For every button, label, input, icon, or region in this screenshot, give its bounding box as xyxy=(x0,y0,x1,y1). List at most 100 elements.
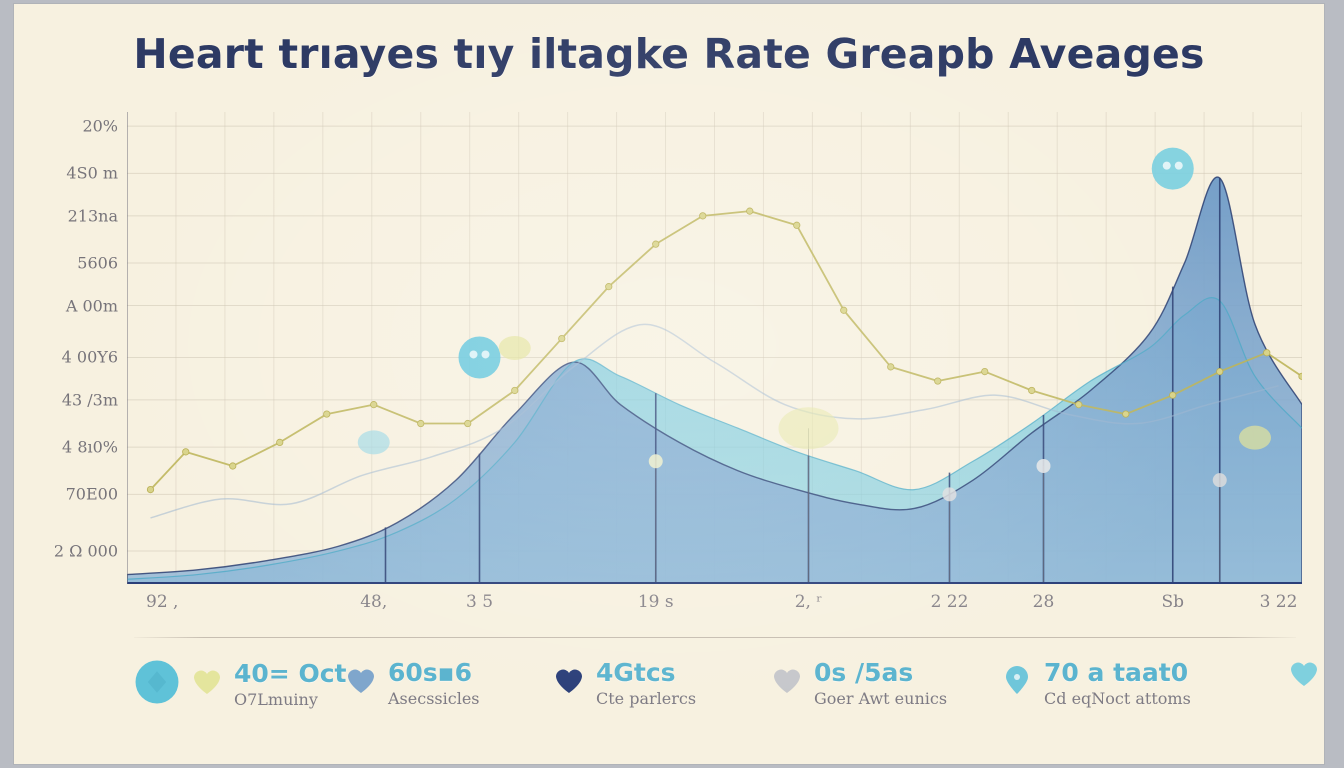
line-marker xyxy=(1216,367,1224,376)
marker-balloon-large xyxy=(1151,147,1194,190)
marker-balloon-highlight xyxy=(1162,161,1171,170)
line-marker xyxy=(1263,349,1271,357)
legend-item[interactable] xyxy=(1289,659,1319,694)
legend-divider xyxy=(134,637,1296,638)
chart-card: Heart trıayes tıy iltagke Rate Greapb Av… xyxy=(14,4,1324,764)
line-marker xyxy=(652,240,660,248)
legend-label: Asecssicles xyxy=(388,689,480,708)
line-marker xyxy=(276,438,284,446)
y-axis-tick-label: 43 /3m xyxy=(61,390,118,410)
marker-balloon-highlight xyxy=(469,350,478,359)
legend-text: 40= Oct O7Lmuiny xyxy=(234,660,346,709)
line-marker xyxy=(323,410,331,418)
y-axis-tick-label: 2 Ω 000 xyxy=(53,541,118,561)
line-series-goer-awt-eunics xyxy=(150,323,1279,519)
y-axis-tick-label: 5606 xyxy=(77,253,118,273)
heart-icon xyxy=(1291,662,1317,686)
legend-value: 40= Oct xyxy=(234,659,347,689)
legend-text: 4Gtcs Cte parlercs xyxy=(596,659,696,708)
legend-item[interactable]: 0s /5as Goer Awt eunics xyxy=(772,659,947,708)
line-markers xyxy=(146,207,1302,494)
map-pin-icon xyxy=(1006,665,1028,694)
marker-balloon-highlight xyxy=(1174,161,1183,170)
drop-lines xyxy=(384,178,1221,584)
line-marker xyxy=(793,221,801,229)
area-outline-o7lmuiny xyxy=(127,296,1302,580)
plot-area xyxy=(127,112,1302,584)
x-axis-tick-label: 2 22 xyxy=(930,592,969,612)
y-axis-tick-label: 213na xyxy=(67,206,118,226)
marker-dot xyxy=(942,487,957,502)
x-axis-tick-label: 3 22 xyxy=(1259,592,1298,612)
y-axis-tick-label: 70E00 xyxy=(65,484,118,504)
legend-label: Goer Awt eunics xyxy=(814,689,948,708)
line-marker xyxy=(370,401,378,409)
line-marker xyxy=(1122,410,1130,418)
line-marker xyxy=(934,377,942,385)
line-marker xyxy=(699,212,707,220)
line-marker xyxy=(1298,372,1302,380)
line-marker xyxy=(746,207,754,215)
balloon-markers xyxy=(357,147,1271,584)
map-pin-icon xyxy=(1002,665,1032,701)
y-axis-tick-label: A 00m xyxy=(65,296,118,316)
heart-icon xyxy=(194,670,220,694)
x-axis-tick-label: 3 5 xyxy=(465,592,494,612)
legend-value: 70 a taat0 xyxy=(1044,658,1189,687)
heart-icon xyxy=(192,667,222,702)
line-marker xyxy=(558,334,566,343)
legend-value: 60s▪6 xyxy=(388,658,473,687)
x-axis-tick-label: 2, ʳ xyxy=(794,592,823,612)
legend-value: 4Gtcs xyxy=(596,658,676,687)
page-title: Heart trıayes tıy iltagke Rate Greapb Av… xyxy=(133,30,1205,78)
marker-balloon-blob xyxy=(778,407,839,450)
marker-balloon-highlight xyxy=(481,350,490,359)
heart-icon xyxy=(556,669,582,693)
x-axis-tick-labels: 92 , 48, 3 5 19 s 2, ʳ 2 22 28 Sb 3 22 xyxy=(127,592,1302,626)
legend-text: 0s /5as Goer Awt eunics xyxy=(814,659,947,708)
line-marker xyxy=(229,462,237,470)
line-marker xyxy=(840,306,848,314)
heart-icon xyxy=(194,670,220,694)
line-marker xyxy=(1075,401,1083,409)
marker-balloon-small xyxy=(357,430,390,455)
line-marker xyxy=(981,367,989,376)
heart-icon xyxy=(774,669,800,693)
line-marker xyxy=(1028,386,1036,395)
x-axis-tick-label: 19 s xyxy=(637,592,674,612)
line-series-cte-parlercs xyxy=(149,210,1302,491)
marker-balloon-small xyxy=(498,336,531,360)
y-axis-tick-label: 4 00Y6 xyxy=(61,347,118,367)
legend-value: 0s /5as xyxy=(814,658,914,687)
y-axis-tick-label: 4 8ı0% xyxy=(62,437,118,457)
line-marker xyxy=(417,419,425,428)
legend-text: 60s▪6 Asecssicles xyxy=(388,659,480,708)
heart-icon xyxy=(554,666,584,701)
line-marker xyxy=(1169,391,1177,399)
heart-icon xyxy=(772,666,802,701)
heart-icon xyxy=(348,669,374,693)
legend-item[interactable]: 4Gtcs Cte parlercs xyxy=(554,659,696,708)
circle-filled-icon xyxy=(134,659,180,710)
x-axis-tick-label: 92 , xyxy=(146,592,179,612)
heart-icon xyxy=(348,669,374,693)
line-marker xyxy=(511,386,519,395)
legend-item[interactable]: 40= Oct O7Lmuiny xyxy=(134,659,346,710)
heart-icon xyxy=(774,669,800,693)
area-series-asecssicles xyxy=(127,176,1302,584)
legend-text: 70 a taat0 Cd eqNoct attoms xyxy=(1044,659,1191,708)
legend-item[interactable]: 60s▪6 Asecssicles xyxy=(346,659,480,708)
legend-label: Cd eqNoct attoms xyxy=(1044,689,1191,708)
chart-legend: 40= Oct O7Lmuiny 60s▪6 Asecssicles 4Gtcs Cte … xyxy=(134,659,1317,739)
line-marker xyxy=(182,448,190,456)
heart-icon xyxy=(346,666,376,701)
heart-icon xyxy=(1289,659,1319,694)
x-axis-tick-label: 28 xyxy=(1032,592,1055,612)
heart-icon xyxy=(1291,662,1317,686)
legend-item[interactable]: 70 a taat0 Cd eqNoct attoms xyxy=(1002,659,1191,708)
chart-svg xyxy=(127,112,1302,584)
marker-dot xyxy=(648,454,663,469)
legend-label: Cte parlercs xyxy=(596,689,697,708)
marker-dot xyxy=(1212,473,1227,488)
